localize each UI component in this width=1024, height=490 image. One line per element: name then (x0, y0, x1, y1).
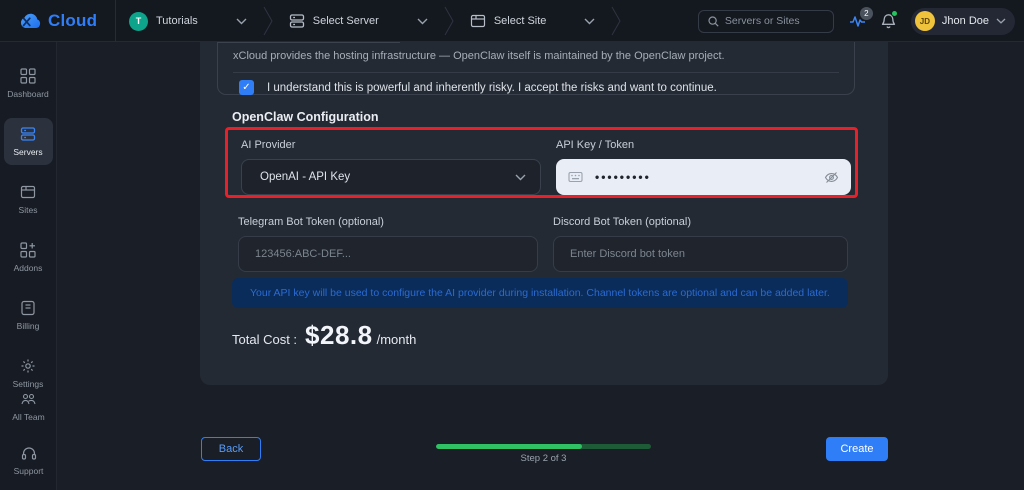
server-icon (289, 14, 304, 28)
notification-dot (890, 10, 898, 17)
hosting-infrastructure-note: xCloud provides the hosting infrastructu… (233, 50, 725, 62)
key-icon (568, 171, 583, 183)
sidebar-item-label: Servers (13, 147, 43, 157)
progress-fill (436, 444, 583, 449)
addons-icon (20, 242, 36, 258)
billing-icon (21, 300, 35, 316)
risk-checkbox[interactable]: ✓ (239, 80, 254, 95)
sidebar-item-settings[interactable]: Settings (4, 350, 53, 397)
chevron-down-icon (584, 18, 595, 24)
brand-logo[interactable]: Cloud (0, 0, 116, 42)
search-placeholder: Servers or Sites (724, 15, 800, 27)
telegram-token-input[interactable] (238, 236, 538, 272)
sidebar-item-label: Dashboard (7, 89, 49, 99)
site-selector[interactable]: Select Site (470, 0, 596, 42)
notifications-button[interactable] (881, 10, 898, 29)
server-selector[interactable]: Select Server (289, 0, 428, 42)
search-icon (708, 15, 719, 27)
step-label: Step 2 of 3 (520, 453, 567, 464)
ai-provider-label: AI Provider (241, 139, 296, 151)
dashboard-icon (20, 68, 36, 84)
highlight-red-box: AI Provider OpenAI - API Key API Key / T… (225, 127, 858, 198)
sidebar-item-addons[interactable]: Addons (4, 234, 53, 281)
headset-icon (21, 447, 36, 460)
user-avatar: JD (914, 11, 935, 31)
scrolled-content-fragment (218, 42, 400, 43)
section-title: OpenClaw Configuration (232, 110, 379, 124)
sidebar-item-billing[interactable]: Billing (4, 292, 53, 339)
bell-icon (881, 14, 896, 29)
team-icon (21, 393, 36, 405)
sidebar-item-support[interactable]: Support (4, 438, 53, 484)
total-cost-amount: $28.8 (305, 320, 373, 350)
workspace-avatar: T (129, 11, 148, 31)
top-navbar: Cloud T Tutorials Select Server Select S… (0, 0, 1024, 42)
server-icon (20, 127, 36, 141)
divider (233, 72, 839, 73)
workspace-selector[interactable]: T Tutorials (129, 0, 247, 42)
cloud-logo-icon (20, 13, 41, 29)
sidebar-item-label: Addons (13, 263, 43, 273)
sidebar-item-sites[interactable]: Sites (4, 176, 53, 223)
global-search[interactable]: Servers or Sites (697, 9, 834, 33)
gear-icon (21, 359, 35, 373)
activity-badge: 2 (859, 7, 873, 20)
breadcrumb-separator (611, 6, 621, 36)
sidebar-item-label: Support (13, 466, 44, 476)
api-key-label: API Key / Token (556, 139, 635, 151)
activity-pulse-icon (849, 16, 865, 27)
eye-off-icon[interactable] (824, 171, 839, 184)
checkmark-icon: ✓ (242, 82, 251, 93)
wizard-progress: Step 2 of 3 (436, 444, 651, 464)
openclaw-setup-card: xCloud provides the hosting infrastructu… (200, 20, 888, 385)
create-button[interactable]: Create (826, 437, 888, 461)
sidebar-item-label: Settings (12, 379, 44, 389)
api-key-info-banner: Your API key will be used to configure t… (232, 278, 848, 308)
chevron-down-icon (996, 18, 1006, 24)
chevron-down-icon (417, 18, 428, 24)
breadcrumb-separator (263, 6, 273, 36)
ai-provider-value: OpenAI - API Key (260, 171, 351, 183)
back-button[interactable]: Back (201, 437, 261, 461)
risk-acknowledgement-box: xCloud provides the hosting infrastructu… (217, 26, 855, 95)
telegram-token-label: Telegram Bot Token (optional) (238, 216, 384, 228)
activity-button[interactable]: 2 (849, 7, 873, 28)
risk-checkbox-row[interactable]: ✓ I understand this is powerful and inhe… (239, 80, 717, 95)
user-name: Jhon Doe (941, 15, 989, 27)
sidebar-item-label: All Team (12, 412, 45, 422)
ai-provider-select[interactable]: OpenAI - API Key (241, 159, 541, 195)
site-selector-label: Select Site (493, 15, 547, 27)
api-key-field[interactable] (556, 159, 851, 195)
sidebar: Dashboard Servers Sites Addons Billing S… (0, 42, 57, 490)
api-key-input[interactable] (595, 170, 812, 184)
total-cost-period: /month (376, 332, 417, 347)
total-cost-label: Total Cost : (232, 332, 298, 347)
api-key-info-text: Your API key will be used to configure t… (250, 287, 830, 299)
user-menu[interactable]: JD Jhon Doe (910, 7, 1015, 35)
sidebar-item-servers[interactable]: Servers (3, 118, 53, 165)
total-cost: Total Cost : $28.8 /month (232, 320, 416, 351)
workspace-name: Tutorials (156, 15, 198, 27)
chevron-down-icon (236, 18, 247, 24)
browser-window-icon (470, 14, 485, 28)
sidebar-item-label: Sites (18, 205, 38, 215)
browser-window-icon (20, 185, 36, 199)
sidebar-item-label: Billing (16, 321, 40, 331)
chevron-down-icon (515, 174, 526, 180)
sidebar-item-all-team[interactable]: All Team (4, 384, 53, 430)
progress-track (436, 444, 651, 449)
breadcrumb-separator (444, 6, 454, 36)
discord-token-label: Discord Bot Token (optional) (553, 216, 691, 228)
sidebar-item-dashboard[interactable]: Dashboard (4, 60, 53, 107)
risk-checkbox-label: I understand this is powerful and inhere… (267, 81, 717, 94)
discord-token-input[interactable] (553, 236, 848, 272)
server-selector-label: Select Server (312, 15, 379, 27)
brand-name: Cloud (48, 11, 98, 30)
